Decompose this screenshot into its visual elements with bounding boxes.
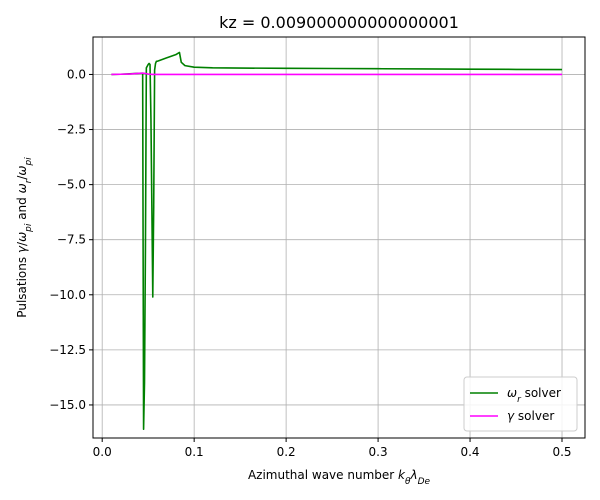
legend: ωr solver γ solver xyxy=(463,376,578,432)
chart-title: kz = 0.009000000000000001 xyxy=(219,13,459,32)
x-tick-label: 0.3 xyxy=(369,445,388,459)
series-line-0 xyxy=(111,51,563,430)
y-tick-label: −7.5 xyxy=(57,233,86,247)
x-tick-label: 0.0 xyxy=(93,445,112,459)
x-axis-title: Azimuthal wave number kθλDe xyxy=(248,468,431,487)
y-tick-label: −15.0 xyxy=(49,398,86,412)
y-tick-label: −12.5 xyxy=(49,343,86,357)
series-line-1 xyxy=(111,72,563,76)
y-axis-title: Pulsations γ/ωpi and ωr/ωpi xyxy=(15,157,34,318)
legend-box xyxy=(463,376,578,432)
y-tick-label: 0.0 xyxy=(67,67,86,81)
series-lines xyxy=(111,51,563,430)
x-tick-label: 0.1 xyxy=(185,445,204,459)
y-axis-ticks: 0.0 −2.5 −5.0 −7.5 −10.0 −12.5 −15.0 xyxy=(49,67,93,412)
legend-label-1: γ solver xyxy=(507,409,554,423)
x-tick-label: 0.5 xyxy=(552,445,571,459)
plot-frame xyxy=(92,36,586,439)
y-tick-label: −2.5 xyxy=(57,123,86,137)
x-tick-label: 0.4 xyxy=(460,445,479,459)
y-tick-label: −5.0 xyxy=(57,178,86,192)
legend-label-0: ωr solver xyxy=(507,386,561,405)
y-tick-label: −10.0 xyxy=(49,288,86,302)
x-axis-ticks: 0.0 0.1 0.2 0.3 0.4 0.5 xyxy=(93,438,572,459)
x-tick-label: 0.2 xyxy=(277,445,296,459)
